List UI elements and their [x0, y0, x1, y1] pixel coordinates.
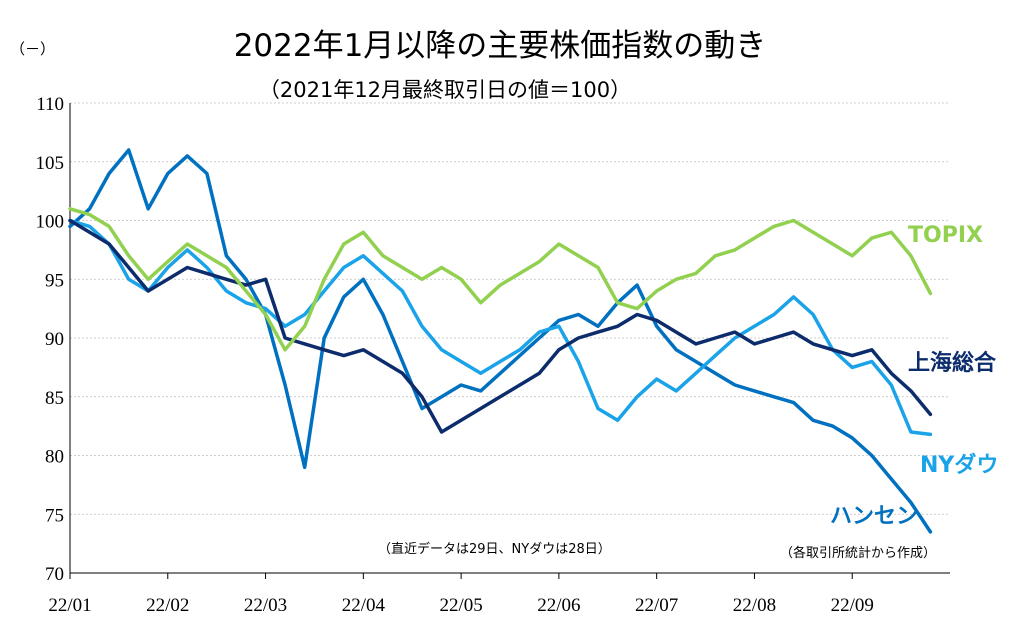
y-tick-labels: 70 75 80 85 90 95 100 105 110: [36, 94, 65, 585]
y-tick-label: 75: [45, 505, 64, 526]
y-tick-label: 70: [45, 564, 64, 585]
y-tick-label: 85: [45, 388, 64, 409]
x-tick-label: 22/05: [439, 595, 482, 616]
y-axis-unit-label: （－）: [10, 40, 55, 58]
series-line-1: [68, 218, 933, 434]
x-tick-label: 22/01: [48, 595, 91, 616]
y-tick-label: 90: [45, 329, 64, 350]
y-tick-label: 110: [36, 94, 64, 115]
x-tick-label: 22/06: [537, 595, 580, 616]
chart-subtitle: （2021年12月最終取引日の値＝100）: [259, 78, 631, 102]
series-label-shanghai: 上海総合: [908, 350, 997, 376]
grid-lines: [70, 102, 950, 515]
series-label-hangseng: ハンセン: [830, 504, 918, 529]
x-tick-label: 22/03: [244, 595, 287, 616]
series-lines: [68, 148, 933, 534]
x-tick-label: 22/08: [733, 595, 776, 616]
x-tick-label: 22/07: [635, 595, 678, 616]
y-tick-label: 105: [36, 153, 65, 174]
axes: [69, 103, 950, 579]
annotation-latest-data: （直近データは29日、NYダウは28日）: [378, 541, 611, 557]
x-tick-label: 22/04: [342, 595, 386, 616]
x-tick-labels: 22/01 22/02 22/03 22/04 22/05 22/06 22/07 22/08…: [48, 595, 874, 616]
series-label-topix: TOPIX: [908, 223, 983, 248]
x-tick-label: 22/09: [831, 595, 874, 616]
series-line-3: [68, 148, 933, 534]
y-tick-label: 95: [45, 270, 64, 291]
annotation-source: （各取引所統計から作成）: [780, 545, 936, 561]
series-line-0: [68, 207, 933, 352]
series-label-nydow: NYダウ: [920, 452, 998, 478]
y-tick-label: 80: [45, 447, 64, 468]
y-tick-label: 100: [36, 212, 65, 233]
chart-title: 2022年1月以降の主要株価指数の動き: [234, 28, 767, 64]
x-tick-label: 22/02: [146, 595, 189, 616]
